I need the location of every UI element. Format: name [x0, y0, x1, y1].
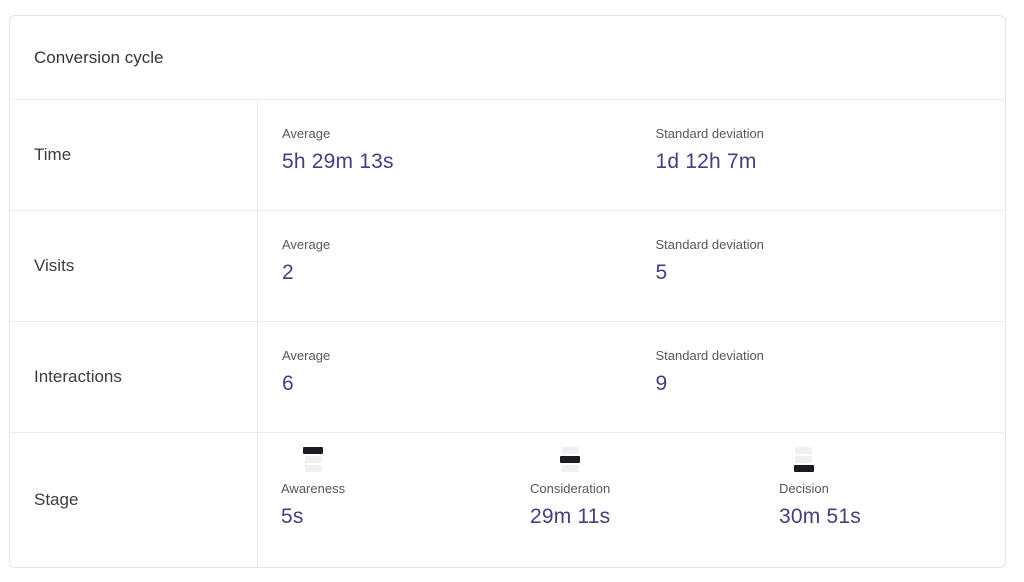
metric-value: 5 — [655, 261, 668, 284]
stage-cell-awareness: Awareness 5s — [258, 433, 507, 567]
funnel-bottom-stage-icon — [793, 447, 814, 472]
stage-value: 29m 11s — [530, 505, 611, 528]
row-label-visits: Visits — [10, 211, 258, 321]
row-label-interactions: Interactions — [10, 322, 258, 432]
metric-value: 9 — [655, 372, 668, 395]
metric-cell: Standard deviation 5 — [632, 211, 1006, 321]
metric-cell: Average 2 — [258, 211, 632, 321]
table-row-visits: Visits Average 2 Standard deviation 5 — [10, 211, 1005, 322]
metric-cell: Average 5h 29m 13s — [258, 100, 632, 210]
card-title: Conversion cycle — [34, 47, 164, 67]
row-content-time: Average 5h 29m 13s Standard deviation 1d… — [258, 100, 1005, 210]
metric-cell: Average 6 — [258, 322, 632, 432]
funnel-middle-stage-icon — [560, 447, 581, 472]
metric-value: 5h 29m 13s — [282, 150, 394, 173]
metric-label: Average — [282, 348, 331, 363]
stage-name: Awareness — [281, 481, 346, 496]
row-label-time: Time — [10, 100, 258, 210]
metric-cell: Standard deviation 9 — [632, 322, 1006, 432]
table-row-time: Time Average 5h 29m 13s Standard deviati… — [10, 100, 1005, 211]
row-label-stage: Stage — [10, 433, 258, 567]
stage-cell-consideration: Consideration 29m 11s — [507, 433, 756, 567]
metric-value: 2 — [282, 261, 294, 284]
table-row-stage: Stage Awareness 5s Consideration — [10, 433, 1005, 567]
metric-value: 6 — [282, 372, 294, 395]
card-header: Conversion cycle — [10, 16, 1005, 100]
funnel-top-stage-icon — [303, 447, 324, 472]
stage-name: Consideration — [530, 481, 611, 496]
metric-label: Average — [282, 126, 331, 141]
metric-value: 1d 12h 7m — [655, 150, 757, 173]
metric-cell: Standard deviation 1d 12h 7m — [632, 100, 1006, 210]
metric-label: Standard deviation — [655, 237, 764, 252]
row-content-interactions: Average 6 Standard deviation 9 — [258, 322, 1005, 432]
stage-value: 30m 51s — [779, 505, 861, 528]
conversion-cycle-card: Conversion cycle Time Average 5h 29m 13s… — [9, 15, 1006, 568]
row-content-visits: Average 2 Standard deviation 5 — [258, 211, 1005, 321]
metric-label: Average — [282, 237, 331, 252]
stage-value: 5s — [281, 505, 304, 528]
metric-label: Standard deviation — [655, 348, 764, 363]
metric-label: Standard deviation — [655, 126, 764, 141]
row-content-stage: Awareness 5s Consideration 29m 11s — [258, 433, 1005, 567]
stage-cell-decision: Decision 30m 51s — [756, 433, 1005, 567]
stage-name: Decision — [779, 481, 829, 496]
table-row-interactions: Interactions Average 6 Standard deviatio… — [10, 322, 1005, 433]
